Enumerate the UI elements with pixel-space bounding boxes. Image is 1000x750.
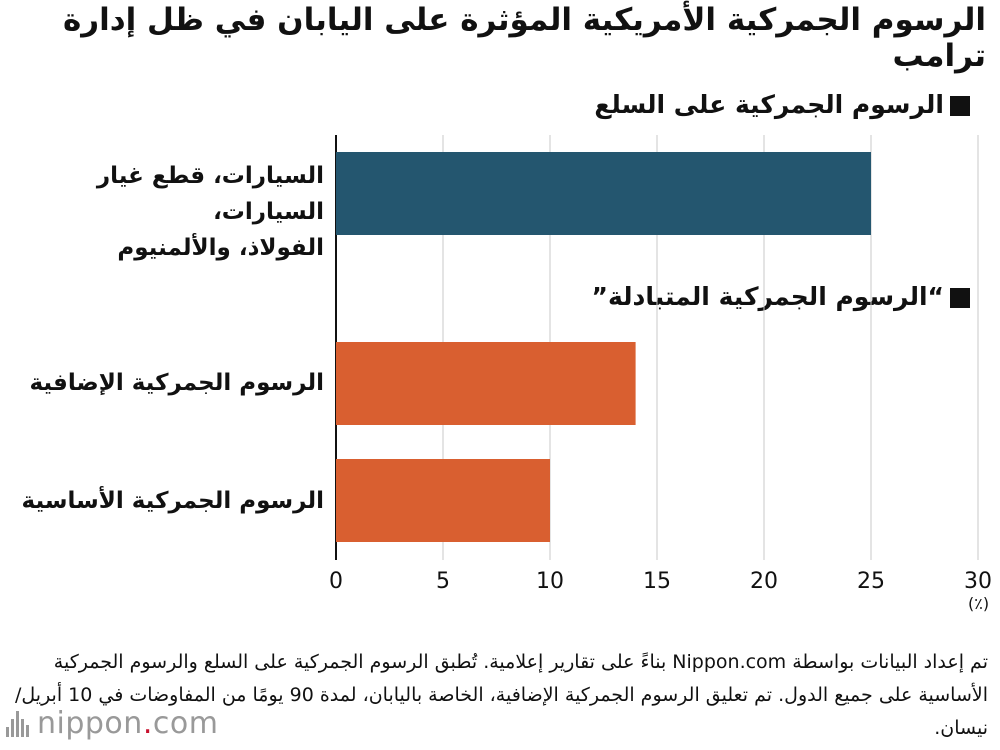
category-label-line: السيارات، قطع غيار السيارات، (96, 163, 324, 225)
nippon-logo: nippon.com (6, 706, 218, 741)
bar (336, 152, 871, 235)
category-label-line: الرسوم الجمركية الإضافية (29, 370, 324, 396)
x-tick-label: 30 (964, 569, 992, 594)
x-tick-label: 20 (750, 569, 778, 594)
section-label: الرسوم الجمركية على السلع (594, 90, 944, 119)
category-label-baseline: الرسوم الجمركية الأساسية (4, 483, 325, 519)
category-label-additional: الرسوم الجمركية الإضافية (4, 365, 324, 401)
x-tick-label: 5 (436, 569, 450, 594)
square-bullet-icon (950, 288, 970, 308)
section-label: “الرسوم الجمركية المتبادلة” (591, 282, 944, 311)
category-label-line: الرسوم الجمركية الأساسية (21, 488, 325, 514)
square-bullet-icon (950, 96, 970, 116)
x-tick-label: 0 (329, 569, 343, 594)
bar-chart: 0 5 10 15 20 25 30 (329, 135, 992, 594)
x-axis-ticks: 0 5 10 15 20 25 30 (329, 569, 992, 594)
section-heading-goods: الرسوم الجمركية على السلع (594, 90, 970, 119)
x-tick-label: 25 (857, 569, 885, 594)
logo-name: nippon (37, 706, 143, 741)
chart-title: الرسوم الجمركية الأمريكية المؤثرة على ال… (62, 2, 986, 74)
x-tick-label: 15 (643, 569, 671, 594)
x-tick-label: 10 (536, 569, 564, 594)
logo-suffix: com (152, 706, 219, 741)
unit-label: (٪) (968, 594, 990, 613)
category-label-line: الفولاذ، والألمنيوم (117, 235, 324, 261)
logo-bars-icon (6, 710, 29, 737)
bar (336, 342, 636, 425)
bar (336, 459, 550, 542)
logo-dot: . (142, 706, 153, 741)
bars (336, 152, 871, 542)
footnote: تم إعداد البيانات بواسطة Nippon.com بناء… (15, 651, 988, 739)
section-heading-reciprocal: “الرسوم الجمركية المتبادلة” (592, 282, 970, 311)
category-label-autos-steel: السيارات، قطع غيار السيارات، الفولاذ، وا… (4, 158, 324, 266)
